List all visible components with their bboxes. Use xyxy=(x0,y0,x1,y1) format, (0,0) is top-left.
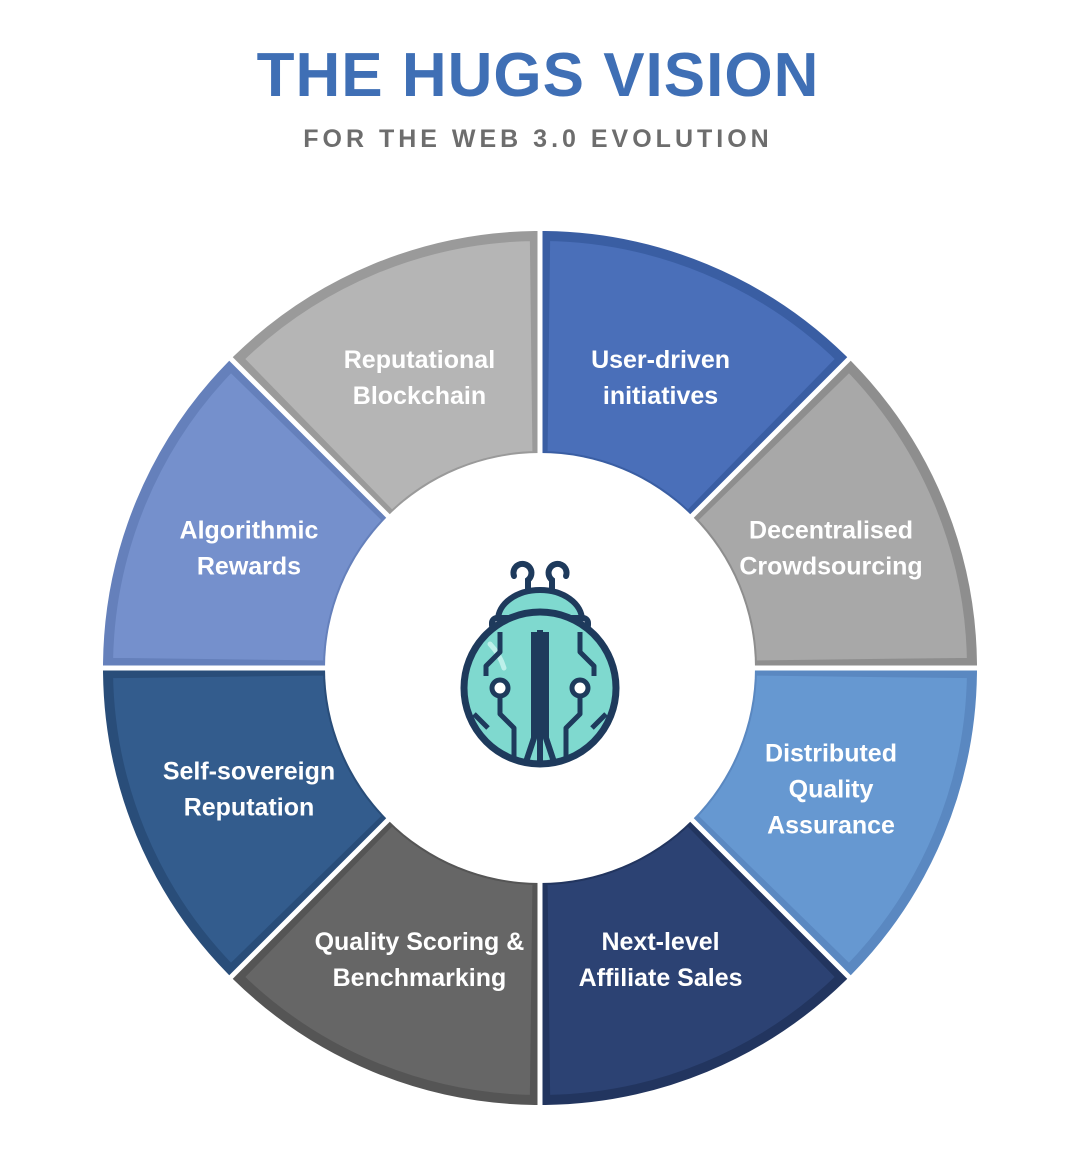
segment-label: Decentralised Crowdsourcing xyxy=(739,516,922,580)
segment-label: Reputational Blockchain xyxy=(344,346,495,410)
segment-label-line: Quality xyxy=(789,776,874,804)
segment-label: Algorithmic Rewards xyxy=(180,516,319,580)
segment-label-line: Distributed xyxy=(765,740,897,768)
segment-label-line: Reputational xyxy=(344,346,495,374)
segment-divider xyxy=(685,356,852,523)
segment-label-line: Crowdsourcing xyxy=(739,552,922,580)
segment-label-line: Decentralised xyxy=(749,516,913,544)
segment-user-driven-initiatives: User-driven initiatives xyxy=(537,230,849,524)
segment-label-line: User-driven xyxy=(591,346,730,374)
page-subtitle: FOR THE WEB 3.0 EVOLUTION xyxy=(303,125,773,153)
segment-divider xyxy=(685,813,852,980)
segment-next-level-affiliate-sales: Next-level Affiliate Sales xyxy=(537,812,849,1106)
segment-label: User-driven initiatives xyxy=(591,346,730,410)
segment-label-line: Assurance xyxy=(767,812,895,840)
segment-label-line: Affiliate Sales xyxy=(579,964,743,992)
segment-label-line: Next-level xyxy=(601,928,719,956)
segment-label-line: Quality Scoring & xyxy=(315,928,525,956)
segment-label: Quality Scoring & Benchmarking xyxy=(315,928,525,992)
segment-label-line: Reputation xyxy=(184,794,315,822)
segment-label-line: Self-sovereign xyxy=(163,758,335,786)
segment-divider xyxy=(228,356,395,523)
segment-label: Self-sovereign Reputation xyxy=(163,758,335,822)
segment-self-sovereign-reputation: Self-sovereign Reputation xyxy=(102,665,396,977)
segment-reputational-blockchain: Reputational Blockchain xyxy=(231,230,543,524)
segment-label-line: Rewards xyxy=(197,552,301,580)
segment-divider xyxy=(228,813,395,980)
segment-label-line: Algorithmic xyxy=(180,516,319,544)
page-title: THE HUGS VISION xyxy=(256,41,820,110)
segment-label-line: initiatives xyxy=(603,382,718,410)
segment-label-line: Benchmarking xyxy=(333,964,507,992)
ladybug-circuit-icon xyxy=(460,560,620,768)
segment-label: Distributed Quality Assurance xyxy=(765,740,897,840)
segment-label-line: Blockchain xyxy=(353,382,486,410)
segment-label: Next-level Affiliate Sales xyxy=(579,928,743,992)
